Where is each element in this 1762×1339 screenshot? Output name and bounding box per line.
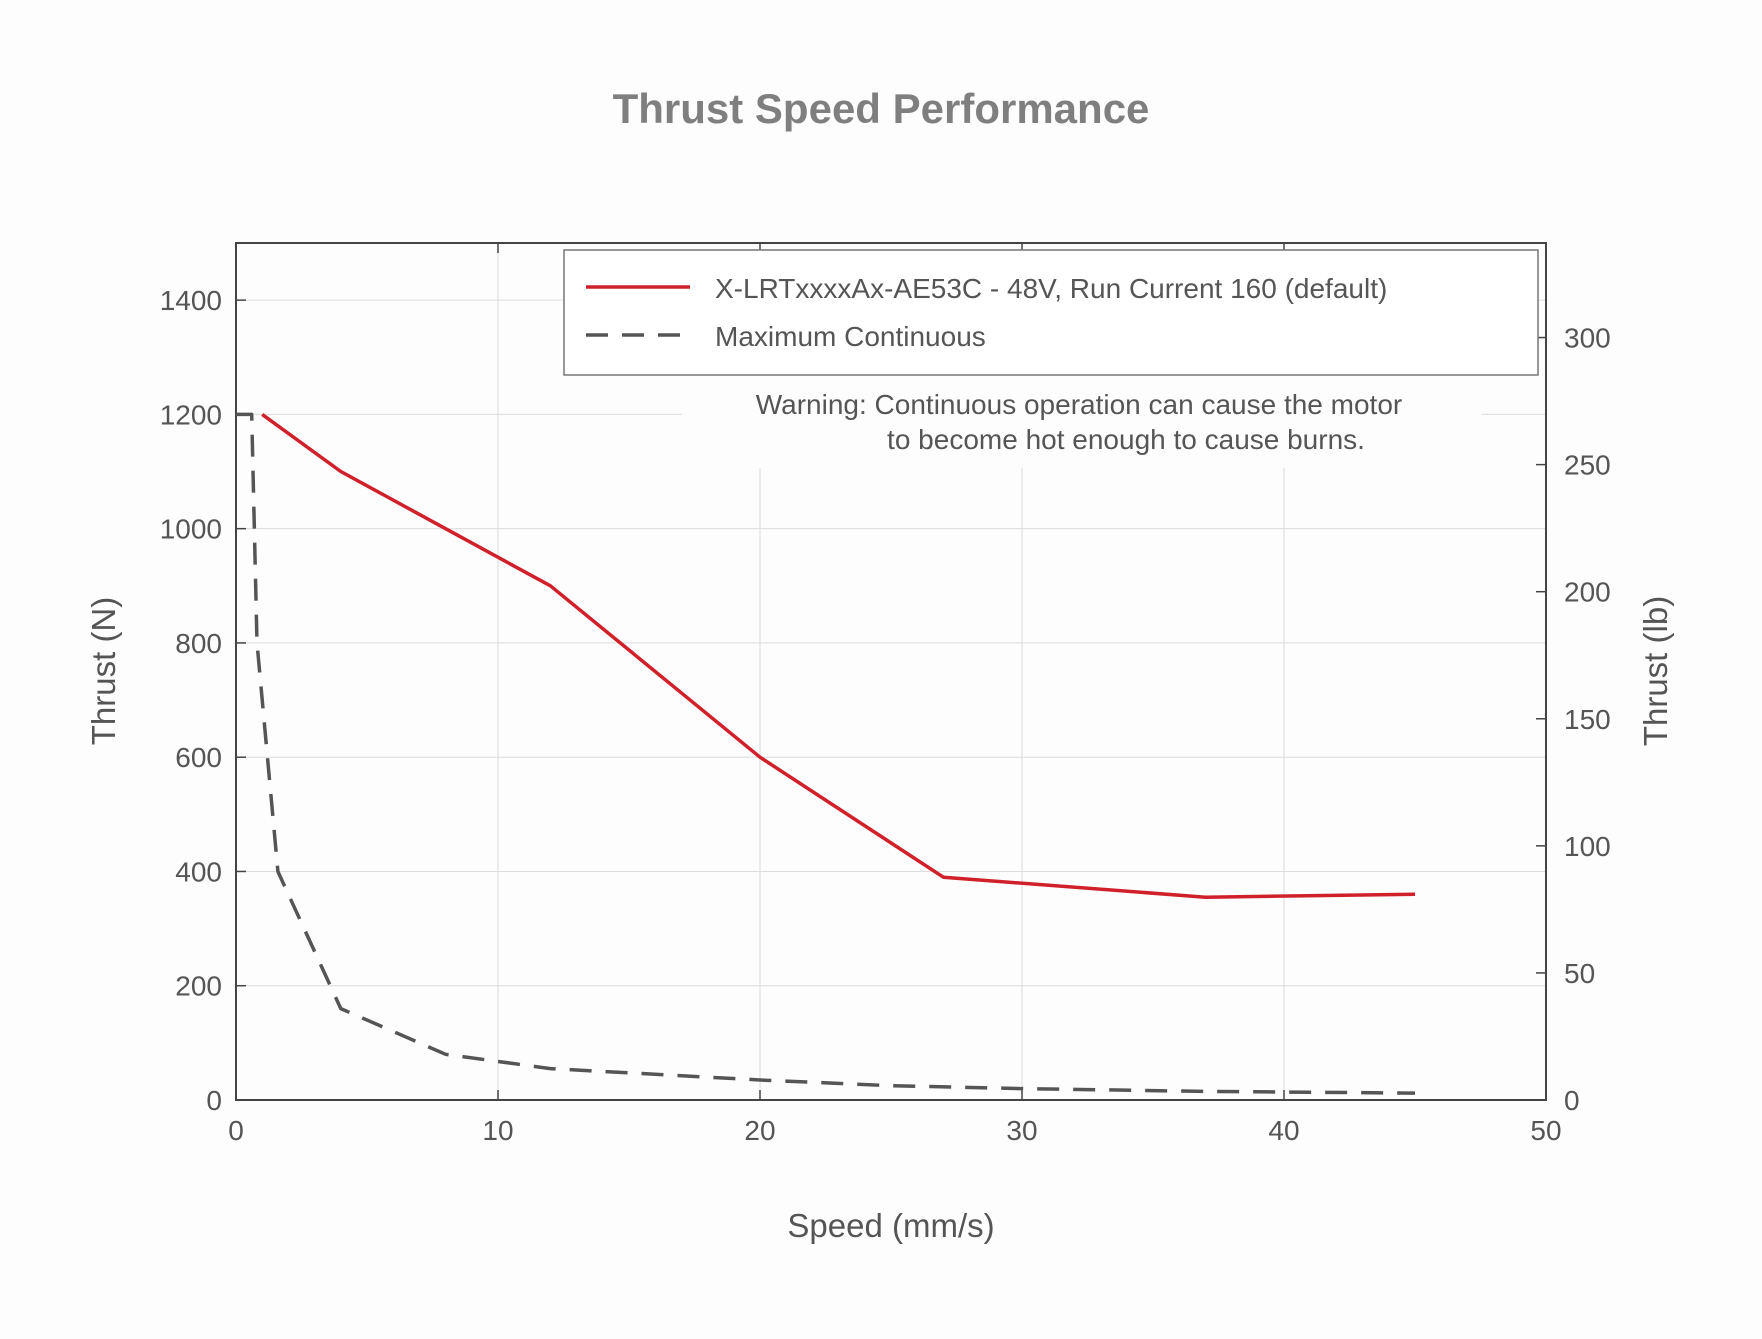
legend-box bbox=[563, 249, 1539, 376]
y2-tick-label: 300 bbox=[1564, 323, 1611, 354]
warning-background bbox=[682, 376, 1482, 468]
y2-tick-label: 0 bbox=[1564, 1085, 1580, 1116]
y2-tick-label: 200 bbox=[1564, 577, 1611, 608]
y2-tick-label: 150 bbox=[1564, 704, 1611, 735]
warning-line-1: Warning: Continuous operation can cause … bbox=[756, 389, 1402, 420]
y-tick-label: 1000 bbox=[160, 514, 222, 545]
y2-ticks: 0 50 100 150 200 250 300 bbox=[1536, 323, 1611, 1116]
y-tick-label: 1200 bbox=[160, 399, 222, 430]
series bbox=[236, 412, 1416, 1095]
x-tick-label: 10 bbox=[482, 1115, 513, 1146]
legend: X-LRTxxxxAx-AE53C - 48V, Run Current 160… bbox=[563, 249, 1539, 376]
y-tick-label: 1400 bbox=[160, 285, 222, 316]
series-line-1 bbox=[261, 412, 1416, 899]
y-tick-label: 600 bbox=[175, 742, 222, 773]
y-tick-label: 0 bbox=[206, 1085, 222, 1116]
y2-axis-title: Thrust (lb) bbox=[1637, 596, 1674, 746]
y-axis-title: Thrust (N) bbox=[85, 597, 122, 746]
warning-line-2: to become hot enough to cause burns. bbox=[887, 424, 1365, 455]
warning-annotation: Warning: Continuous operation can cause … bbox=[682, 376, 1482, 468]
axes bbox=[235, 242, 1547, 1101]
plot-frame bbox=[235, 242, 1547, 1101]
x-ticks: 0 10 20 30 40 50 bbox=[228, 243, 1562, 1146]
chart-title: Thrust Speed Performance bbox=[613, 85, 1150, 132]
y-tick-label: 400 bbox=[175, 856, 222, 887]
y-tick-label: 200 bbox=[175, 971, 222, 1002]
legend-label-series-1: X-LRTxxxxAx-AE53C - 48V, Run Current 160… bbox=[715, 273, 1387, 304]
x-tick-label: 30 bbox=[1006, 1115, 1037, 1146]
x-tick-label: 40 bbox=[1268, 1115, 1299, 1146]
y2-tick-label: 100 bbox=[1564, 831, 1611, 862]
y-tick-label: 800 bbox=[175, 628, 222, 659]
y2-tick-label: 250 bbox=[1564, 450, 1611, 481]
y2-tick-label: 50 bbox=[1564, 958, 1595, 989]
legend-label-series-2: Maximum Continuous bbox=[715, 321, 986, 352]
x-tick-label: 20 bbox=[744, 1115, 775, 1146]
x-tick-label: 0 bbox=[228, 1115, 244, 1146]
y-ticks: 0 200 400 600 800 1000 1200 1400 bbox=[160, 285, 246, 1116]
series-line-2 bbox=[236, 412, 1416, 1095]
x-tick-label: 50 bbox=[1530, 1115, 1561, 1146]
x-axis-title: Speed (mm/s) bbox=[787, 1207, 994, 1244]
